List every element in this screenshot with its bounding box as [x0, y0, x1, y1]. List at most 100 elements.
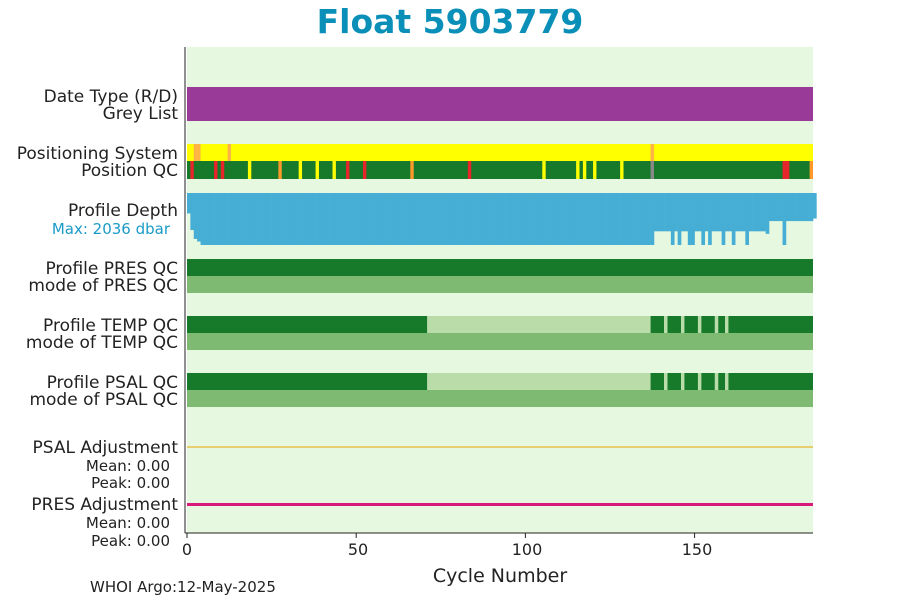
profile-depth-bar [247, 193, 252, 245]
profile-depth-bar [349, 193, 354, 245]
profile-depth-bar [335, 193, 340, 245]
pres-qc-segment [187, 259, 813, 276]
profile-depth-bar [268, 193, 272, 245]
profile-depth-bar [714, 193, 719, 232]
profile-depth-bar [393, 193, 398, 245]
profile-depth-bar [775, 193, 780, 222]
profile-depth-bar [258, 193, 262, 245]
profile-depth-bar [386, 193, 391, 245]
psal-qc-segment [187, 373, 428, 390]
position-qc-mark [190, 161, 194, 179]
position-qc-mark [782, 161, 786, 179]
profile-depth-bar [691, 193, 695, 245]
profile-depth-bar [738, 193, 743, 232]
profile-depth-bar [200, 193, 205, 245]
profile-depth-bar [369, 193, 374, 245]
pres-adjustment-peak: Peak: 0.00 [91, 532, 170, 550]
profile-depth-bar [562, 193, 567, 245]
profile-depth-bar [207, 193, 211, 245]
position-qc-mark [247, 161, 252, 179]
profile-depth-bar [508, 193, 513, 245]
position-qc-mark [467, 161, 472, 179]
profile-depth-bar [745, 193, 750, 245]
temp-mode-bar [187, 333, 813, 350]
x-axis-label: Cycle Number [432, 565, 568, 587]
positioning-system-mark [197, 144, 201, 161]
profile-depth-bar [457, 193, 462, 245]
profile-depth-bar [410, 193, 415, 245]
position-qc-mark [542, 161, 546, 179]
profile-depth-bar [308, 193, 313, 245]
profile-depth-bar [471, 193, 475, 245]
position-qc-mark [332, 161, 336, 179]
profile-depth-bar [552, 193, 557, 245]
positioning-system-mark [193, 144, 198, 161]
row-label-psal-adjustment: PSAL Adjustment [32, 438, 178, 458]
profile-depth-bar [708, 193, 712, 245]
position-qc-mark [214, 161, 218, 179]
position-qc-mark [582, 161, 587, 179]
profile-depth-bar [542, 193, 546, 245]
psal-qc-segment [728, 373, 813, 390]
profile-depth-bar [217, 193, 222, 245]
profile-depth-bar [467, 193, 472, 245]
date-type-bar [187, 87, 813, 121]
profile-depth-bar [572, 193, 577, 245]
pres-adjustment-mean: Mean: 0.00 [85, 514, 170, 532]
position-qc-mark [650, 161, 654, 179]
profile-depth-bar [752, 193, 756, 232]
temp-qc-segment [718, 316, 726, 333]
profile-depth-bar [332, 193, 337, 245]
profile-depth-bar [501, 193, 506, 245]
row-label-positioning-system: Positioning System [16, 144, 178, 164]
position-qc-mark [785, 161, 790, 179]
profile-depth-bar [450, 193, 455, 245]
profile-depth-bar [505, 193, 509, 245]
profile-depth-bar [718, 193, 722, 232]
position-qc-mark [298, 161, 303, 179]
position-qc-mark [593, 161, 597, 179]
profile-depth-bar [230, 193, 235, 245]
row-label-pres-mode: mode of PRES QC [28, 276, 178, 296]
profile-depth-bar [220, 193, 225, 245]
psal-qc-segment [667, 373, 682, 390]
footer-credit: WHOI Argo:12-May-2025 [90, 578, 276, 596]
profile-depth-bar [437, 193, 442, 245]
position-qc-mark [346, 161, 350, 179]
profile-depth-bar [711, 193, 716, 232]
profile-depth-bar [779, 193, 783, 222]
profile-depth-bar [701, 193, 706, 245]
profile-depth-bar [454, 193, 459, 245]
profile-depth-bar [620, 193, 624, 245]
profile-depth-bar [796, 193, 800, 222]
profile-depth-bar [579, 193, 584, 245]
profile-depth-bar [772, 193, 777, 222]
temp-qc-segment [427, 316, 651, 333]
profile-depth-bar [447, 193, 452, 245]
profile-depth-bar [664, 193, 668, 232]
psal-qc-segment [697, 373, 702, 390]
psal-qc-segment [718, 373, 726, 390]
profile-depth-bar [318, 193, 323, 245]
profile-depth-bar [721, 193, 726, 245]
profile-depth-bar [241, 193, 245, 245]
profile-depth-bar [359, 193, 364, 245]
profile-depth-bar [813, 193, 817, 219]
profile-depth-bar [271, 193, 276, 245]
positioning-system-mark [650, 144, 654, 161]
temp-qc-segment [187, 316, 428, 333]
profile-depth-bar [406, 193, 411, 245]
profile-depth-bar [417, 193, 421, 245]
profile-depth-bar [494, 193, 499, 245]
profile-depth-bar [187, 193, 191, 214]
psal-qc-segment [714, 373, 719, 390]
position-qc-mark [315, 161, 319, 179]
profile-depth-bar [650, 193, 655, 245]
profile-depth-bar [312, 193, 316, 245]
profile-depth-bar [616, 193, 621, 245]
profile-depth-bar [214, 193, 218, 245]
position-qc-mark [278, 161, 282, 179]
profile-depth-bar [478, 193, 482, 245]
profile-depth-bar [687, 193, 692, 245]
profile-depth-bar [413, 193, 418, 245]
